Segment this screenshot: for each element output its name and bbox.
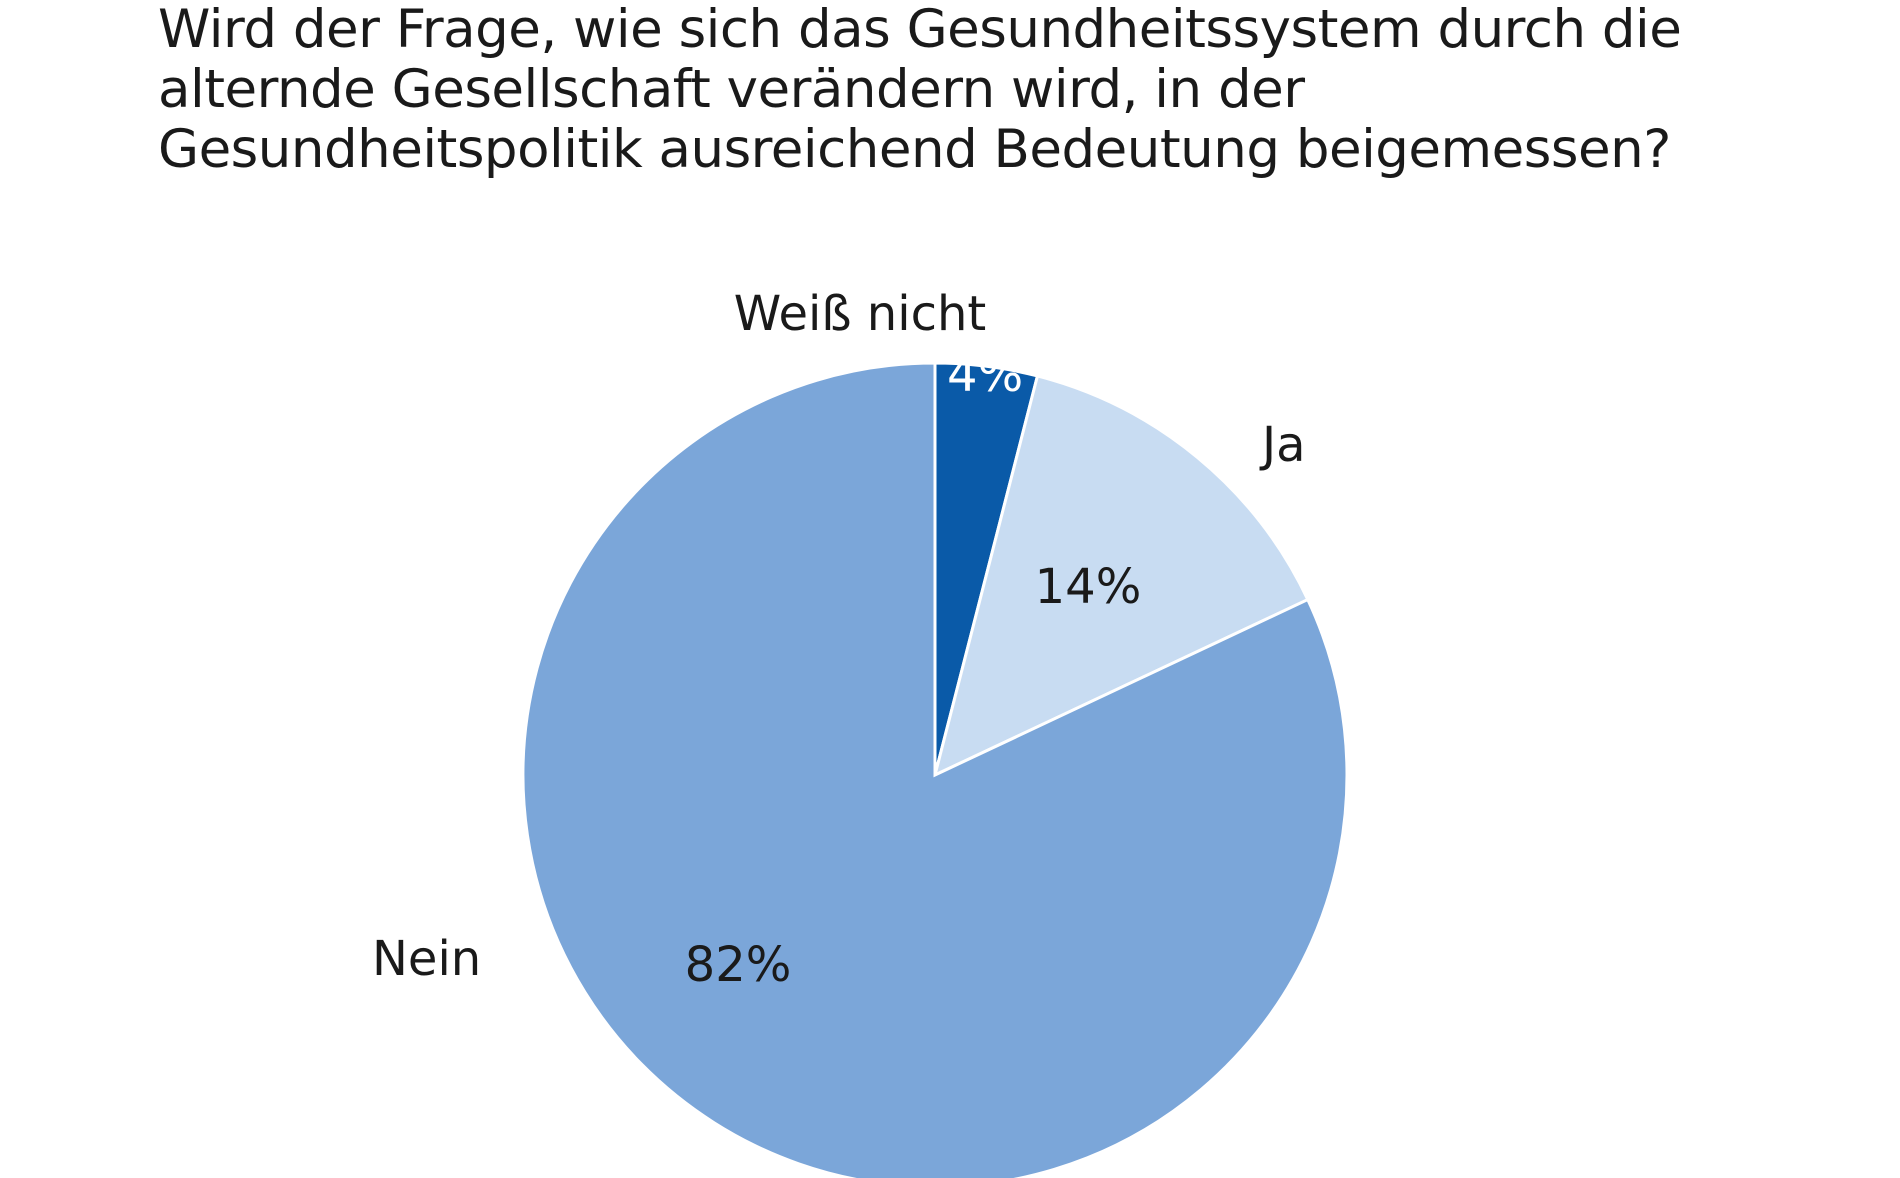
category-label-nein: Nein <box>372 931 481 987</box>
value-label-weiß-nicht: 4% <box>947 347 1023 403</box>
value-label-ja: 14% <box>1035 559 1142 615</box>
chart-title: Wird der Frage, wie sich das Gesundheits… <box>158 0 1682 180</box>
pie-slice-ja <box>932 374 1310 778</box>
value-label-nein: 82% <box>685 937 792 993</box>
pie-slice-nein <box>521 361 1349 1178</box>
category-label-weiß-nicht: Weiß nicht <box>734 286 986 342</box>
category-label-ja: Ja <box>1259 417 1306 473</box>
